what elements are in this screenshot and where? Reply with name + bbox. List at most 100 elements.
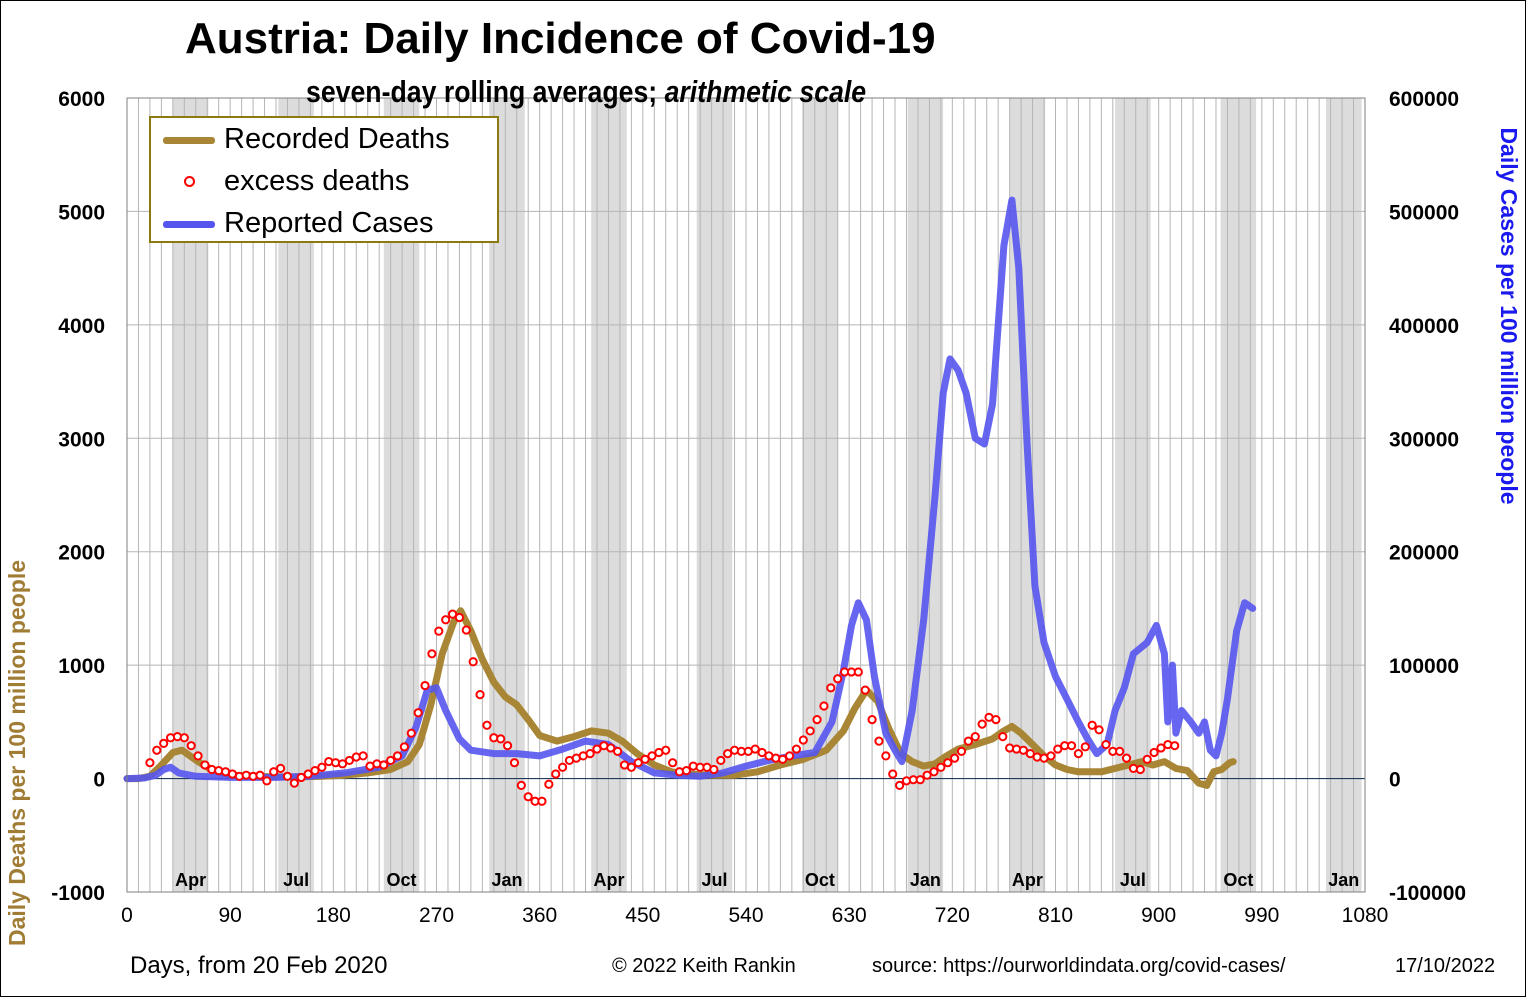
excess-death-point [709, 764, 719, 775]
month-band [696, 98, 733, 892]
excess-death-point [406, 728, 416, 738]
excess-death-point [523, 792, 533, 802]
month-band-label: Jul [283, 870, 309, 890]
y-right-tick-label: 600000 [1389, 88, 1459, 111]
excess-death-point [895, 780, 905, 790]
excess-death-point [262, 776, 272, 786]
legend-swatch-cases [163, 221, 215, 228]
excess-death-point [991, 714, 1001, 725]
excess-death-point [661, 745, 671, 755]
y-right-tick-label: 0 [1389, 769, 1401, 792]
excess-death-point [282, 771, 293, 781]
excess-death-point [159, 738, 169, 749]
y-left-tick-label: -1000 [51, 882, 105, 905]
excess-death-point [613, 746, 623, 756]
excess-death-point [929, 767, 939, 777]
excess-death-point [537, 796, 547, 806]
legend-label-deaths: Recorded Deaths [224, 123, 450, 155]
excess-death-point [606, 743, 616, 753]
excess-death-point [1149, 747, 1159, 758]
excess-death-point [867, 714, 877, 725]
excess-death-point [269, 767, 279, 777]
excess-death-point [640, 754, 650, 764]
excess-death-point [475, 690, 485, 700]
y-left-tick-label: 3000 [58, 428, 105, 451]
excess-death-point [723, 749, 733, 759]
excess-death-point [915, 775, 925, 785]
legend-swatch-deaths [163, 137, 215, 144]
excess-death-point [1121, 753, 1132, 763]
excess-death-point [1101, 739, 1111, 750]
excess-death-point [509, 758, 520, 768]
month-band-label: Apr [175, 870, 206, 890]
x-tick-label: 360 [522, 904, 557, 927]
x-tick-label: 270 [419, 904, 454, 927]
excess-death-point [255, 770, 265, 780]
excess-death-point [668, 758, 678, 768]
y-axis-left-label: Daily Deaths per 100 million people [4, 560, 30, 947]
excess-death-point [922, 770, 932, 780]
excess-death-point [592, 744, 602, 754]
excess-death-point [812, 714, 822, 725]
excess-death-point [647, 751, 657, 761]
month-band-label: Jul [701, 870, 727, 890]
excess-death-point [860, 685, 870, 695]
excess-death-point [276, 763, 286, 773]
excess-death-point [819, 701, 829, 711]
excess-death-point [557, 762, 568, 772]
excess-death-point [392, 751, 403, 761]
y-right-tick-label: -100000 [1389, 882, 1466, 905]
x-tick-label: 990 [1244, 904, 1279, 927]
excess-death-point [943, 758, 953, 768]
month-band-label: Apr [594, 870, 625, 890]
reported-cases-line [123, 196, 1257, 783]
subtitle-italic: arithmetic scale [664, 74, 867, 109]
y-right-tick-label: 400000 [1389, 315, 1459, 338]
legend-item-deaths: Recorded Deaths [151, 120, 497, 160]
data-source: source: https://ourworldindata.org/covid… [872, 955, 1286, 977]
excess-death-point [461, 625, 471, 635]
excess-death-point [1142, 754, 1152, 764]
excess-death-point [344, 755, 354, 766]
excess-death-point [874, 736, 884, 746]
month-band-label: Oct [1223, 870, 1253, 890]
month-band-label: Oct [805, 870, 835, 890]
excess-death-point [310, 766, 320, 776]
month-band-label: Oct [387, 870, 417, 890]
excess-death-point [145, 758, 155, 768]
excess-death-point [1135, 764, 1145, 775]
chart-title: Austria: Daily Incidence of Covid-19 [185, 14, 936, 63]
excess-death-point [200, 760, 210, 770]
excess-death-point [1066, 741, 1077, 751]
excess-death-point [1053, 744, 1063, 754]
excess-death-point [1018, 745, 1029, 755]
excess-death-point [516, 780, 526, 790]
excess-death-point [1094, 725, 1104, 735]
excess-death-point [468, 657, 478, 667]
excess-death-point [778, 754, 788, 764]
excess-death-point [798, 735, 808, 745]
excess-death-point [888, 769, 898, 779]
excess-death-point [179, 733, 189, 743]
excess-death-point [633, 758, 643, 768]
legend-item-excess: excess deaths [151, 162, 497, 202]
excess-death-point [544, 779, 554, 789]
chart-subtitle: seven-day rolling averages; arithmetic s… [306, 74, 866, 110]
excess-death-point [716, 755, 726, 766]
excess-death-point [833, 674, 843, 684]
excess-death-point [551, 769, 561, 779]
excess-death-point [626, 762, 636, 772]
excess-death-point [427, 649, 437, 659]
excess-death-point [399, 742, 410, 752]
x-tick-label: 450 [625, 904, 660, 927]
excess-death-point [358, 751, 368, 761]
excess-death-point [963, 736, 973, 746]
excess-death-point [853, 667, 863, 677]
excess-death-point [970, 732, 980, 742]
legend: Recorded Deaths excess deaths Reported C… [149, 116, 499, 243]
excess-death-point [805, 726, 815, 736]
excess-death-point [757, 747, 767, 758]
y-left-tick-label: 2000 [58, 542, 105, 565]
excess-death-point [950, 753, 960, 763]
excess-death-point [1115, 746, 1125, 756]
